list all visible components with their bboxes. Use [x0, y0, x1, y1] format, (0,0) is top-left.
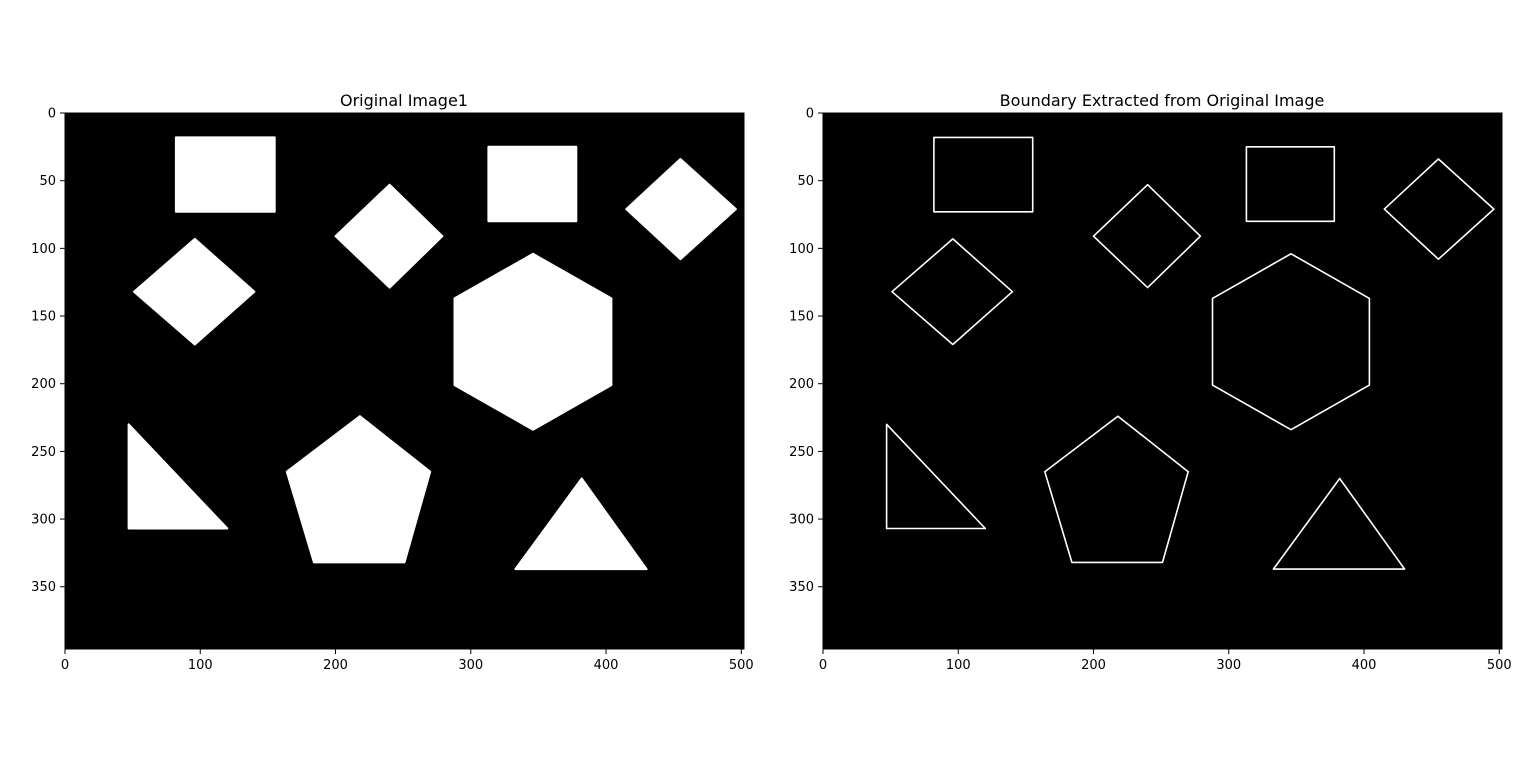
y-tick-label: 100	[789, 242, 814, 257]
x-tick-label: 0	[61, 658, 69, 673]
diamond-shape	[891, 238, 1014, 346]
hexagon-shape	[1211, 253, 1371, 431]
x-tick-label: 200	[323, 658, 348, 673]
pentagon-shape	[1044, 415, 1189, 564]
panel-title-boundary: Boundary Extracted from Original Image	[1000, 91, 1325, 110]
axes-frame	[822, 112, 1503, 650]
triangle-shape	[514, 477, 648, 571]
panel-boundary: Boundary Extracted from Original Image 0…	[789, 91, 1512, 673]
pentagon-shape	[285, 415, 432, 564]
y-tick-label: 300	[31, 513, 56, 528]
y-tick-label: 0	[806, 107, 814, 122]
y-tick-label: 0	[48, 107, 56, 122]
x-tick-label: 100	[188, 658, 213, 673]
x-tick-label: 500	[729, 658, 754, 673]
x-tick-label: 400	[594, 658, 619, 673]
y-tick-label: 250	[789, 445, 814, 460]
y-tick-label: 150	[31, 310, 56, 325]
diamond-shape	[334, 183, 444, 289]
diamond-shape	[1383, 158, 1495, 261]
rectangle-shape	[933, 136, 1034, 213]
panel-title-original: Original Image1	[340, 91, 468, 110]
y-tick-label: 300	[789, 513, 814, 528]
x-tick-label: 300	[1216, 658, 1241, 673]
diamond-shape	[133, 237, 256, 346]
triangle-shape	[1272, 477, 1406, 570]
rectangle-shape	[487, 145, 578, 223]
x-tick-label: 400	[1352, 658, 1377, 673]
y-tick-label: 150	[789, 310, 814, 325]
y-tick-label: 350	[789, 580, 814, 595]
panel-original: Original Image1 0 100 200 300 400 500 0 50 100 15…	[31, 91, 754, 673]
y-tick-label: 200	[789, 377, 814, 392]
y-tick-label: 50	[39, 174, 56, 189]
x-tick-label: 100	[946, 658, 971, 673]
right-triangle-shape	[885, 423, 987, 530]
diamond-shape	[1092, 183, 1202, 289]
rectangle-shape	[1245, 146, 1336, 223]
diamond-shape	[625, 158, 737, 261]
x-tick-label: 500	[1487, 658, 1512, 673]
y-tick-label: 100	[31, 242, 56, 257]
y-tick-label: 50	[797, 174, 814, 189]
rectangle-shape	[174, 136, 276, 213]
hexagon-shape	[453, 252, 613, 431]
x-tick-label: 0	[819, 658, 827, 673]
axes-frame	[64, 112, 745, 650]
y-tick-label: 200	[31, 377, 56, 392]
y-tick-label: 250	[31, 445, 56, 460]
x-tick-label: 300	[458, 658, 483, 673]
right-triangle-shape	[127, 423, 229, 530]
x-tick-label: 200	[1081, 658, 1106, 673]
y-tick-label: 350	[31, 580, 56, 595]
